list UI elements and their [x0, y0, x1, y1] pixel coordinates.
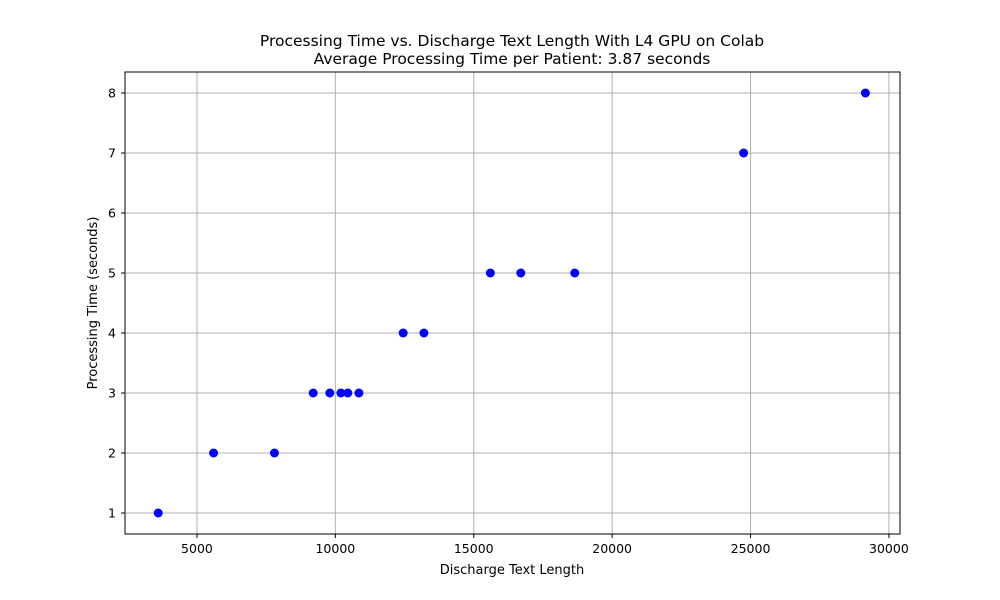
x-tick-label: 15000: [454, 541, 494, 556]
y-axis-label: Processing Time (seconds): [86, 217, 101, 390]
x-tick-label: 20000: [592, 541, 632, 556]
x-tick-label: 30000: [869, 541, 909, 556]
data-point: [860, 88, 870, 98]
data-point: [325, 388, 335, 398]
data-points: [153, 88, 870, 518]
x-axis-label: Discharge Text Length: [440, 563, 585, 578]
x-tick-label: 5000: [181, 541, 213, 556]
data-point: [354, 388, 364, 398]
axis-ticks: 5000 10000 15000 20000 25000 30000 1 2 3 4 5 6 7 8: [108, 86, 909, 557]
y-tick-label: 3: [108, 386, 116, 401]
data-point: [343, 388, 353, 398]
y-tick-label: 5: [108, 266, 116, 281]
data-point: [570, 268, 580, 278]
y-tick-label: 1: [108, 506, 116, 521]
plot-frame: [124, 71, 901, 535]
y-tick-label: 8: [108, 86, 116, 101]
grid-lines: [125, 72, 900, 534]
data-point: [308, 388, 318, 398]
data-point: [153, 508, 163, 518]
data-point: [398, 328, 408, 338]
x-tick-label: 10000: [315, 541, 355, 556]
y-tick-label: 6: [108, 206, 116, 221]
data-point: [269, 448, 279, 458]
chart-title: Processing Time vs. Discharge Text Lengt…: [260, 32, 764, 50]
data-point: [209, 448, 219, 458]
y-tick-label: 4: [108, 326, 116, 341]
data-point: [485, 268, 495, 278]
data-point: [739, 148, 749, 158]
x-tick-label: 25000: [731, 541, 771, 556]
y-tick-label: 2: [108, 446, 116, 461]
data-point: [516, 268, 526, 278]
y-tick-label: 7: [108, 146, 116, 161]
chart-subtitle: Average Processing Time per Patient: 3.8…: [314, 50, 711, 68]
data-point: [419, 328, 429, 338]
data-point: [336, 388, 346, 398]
